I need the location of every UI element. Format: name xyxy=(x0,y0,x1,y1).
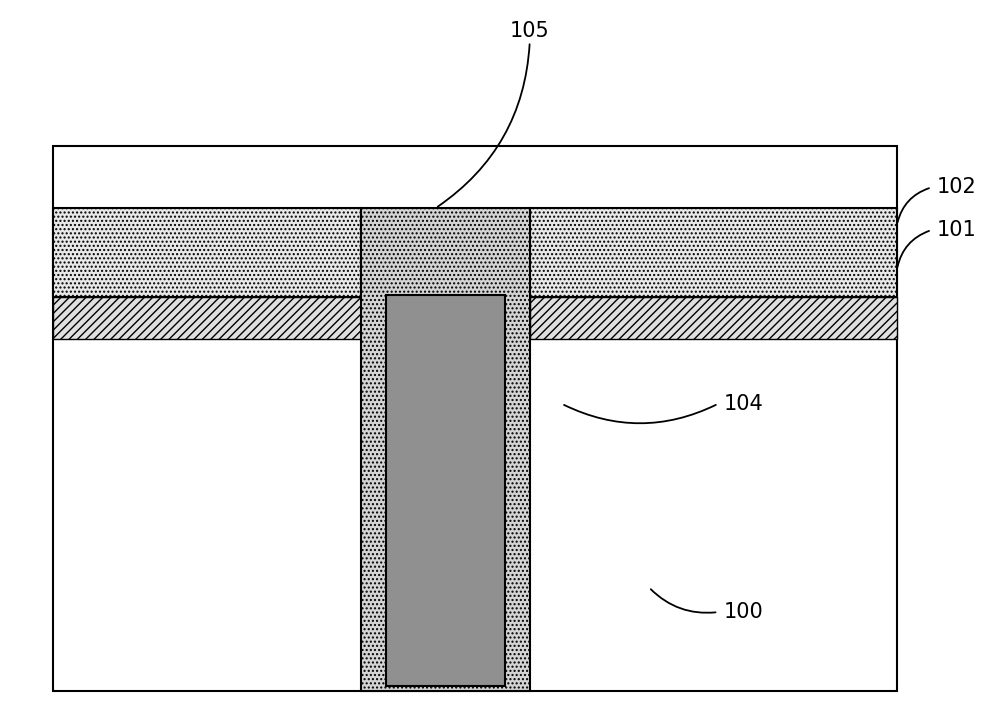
Text: 101: 101 xyxy=(937,220,976,240)
Text: 102: 102 xyxy=(937,177,976,198)
Text: 100: 100 xyxy=(723,602,763,622)
Bar xyxy=(53,298,361,339)
Bar xyxy=(53,146,897,691)
Text: 104: 104 xyxy=(723,394,763,413)
Bar xyxy=(386,295,505,686)
Bar xyxy=(530,298,897,339)
Bar xyxy=(361,209,530,691)
Bar xyxy=(53,209,361,298)
Text: 105: 105 xyxy=(510,22,550,41)
Bar xyxy=(530,209,897,298)
